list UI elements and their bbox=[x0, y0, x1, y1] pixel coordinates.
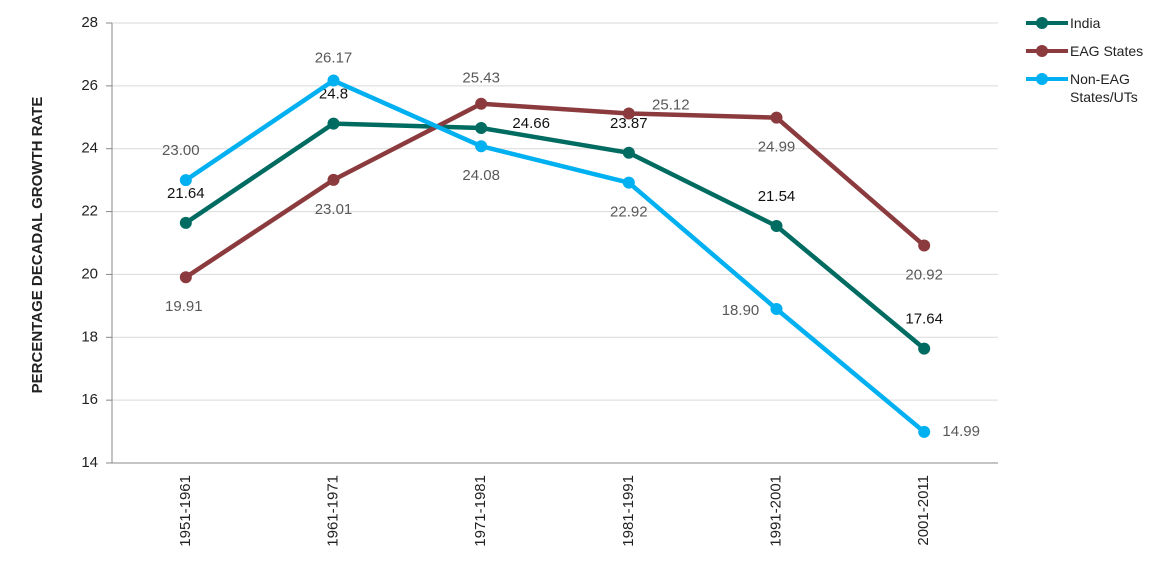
data-point bbox=[179, 216, 192, 229]
data-label: 24.08 bbox=[462, 167, 500, 184]
legend-item: EAG States bbox=[1018, 42, 1158, 60]
series-line bbox=[184, 101, 926, 280]
series-line bbox=[184, 121, 926, 351]
data-label: 19.91 bbox=[165, 298, 203, 315]
data-point bbox=[770, 303, 783, 315]
legend-label: EAG States bbox=[1070, 43, 1144, 59]
data-label: 22.92 bbox=[610, 204, 648, 221]
data-point bbox=[918, 425, 931, 438]
legend-key bbox=[1018, 42, 1070, 60]
x-tick-label: 2001-2011 bbox=[915, 475, 932, 546]
data-point bbox=[327, 173, 340, 186]
data-point bbox=[179, 174, 192, 187]
data-label: 17.64 bbox=[905, 311, 943, 328]
legend-key bbox=[1018, 14, 1070, 32]
y-tick-label: 26 bbox=[81, 77, 98, 94]
legend-label: Non-EAG States/UTs bbox=[1070, 71, 1138, 105]
data-label: 26.17 bbox=[315, 49, 353, 66]
data-point bbox=[770, 220, 783, 233]
data-label: 18.90 bbox=[722, 302, 760, 319]
x-tick-label: 1991-2001 bbox=[767, 475, 784, 547]
data-label: 25.12 bbox=[652, 96, 690, 113]
data-label: 25.43 bbox=[462, 70, 500, 87]
data-label: 24.8 bbox=[319, 86, 348, 103]
x-tick-label: 1961-1971 bbox=[324, 475, 341, 547]
y-tick-label: 24 bbox=[81, 140, 98, 157]
x-tick-label: 1981-1991 bbox=[620, 475, 637, 547]
data-point bbox=[918, 239, 931, 252]
legend-item: India bbox=[1018, 14, 1158, 32]
data-label: 23.87 bbox=[610, 115, 648, 132]
legend-key bbox=[1018, 70, 1070, 88]
data-point bbox=[475, 140, 488, 153]
legend-item: Non-EAG States/UTs bbox=[1018, 70, 1158, 106]
legend: India EAG States Non-EAG States/UTs bbox=[1018, 14, 1158, 116]
data-label: 23.01 bbox=[315, 201, 353, 218]
y-tick-label: 28 bbox=[81, 14, 98, 31]
y-tick-label: 20 bbox=[81, 265, 98, 282]
data-point bbox=[622, 176, 635, 189]
x-tick-label: 1971-1981 bbox=[472, 475, 489, 547]
data-label: 20.92 bbox=[905, 266, 943, 283]
data-point bbox=[918, 342, 931, 355]
data-point bbox=[327, 74, 340, 87]
data-label: 21.64 bbox=[167, 185, 205, 202]
data-point bbox=[622, 107, 635, 120]
series-line bbox=[184, 78, 926, 434]
data-point bbox=[770, 111, 783, 124]
x-tick-label: 1951-1961 bbox=[177, 475, 194, 547]
y-tick-label: 18 bbox=[81, 328, 98, 345]
data-label: 24.66 bbox=[512, 115, 550, 132]
data-point bbox=[622, 146, 635, 159]
data-label: 23.00 bbox=[162, 142, 200, 159]
legend-label: India bbox=[1070, 15, 1101, 31]
data-point bbox=[179, 271, 192, 284]
data-label: 21.54 bbox=[758, 188, 796, 205]
y-axis-label: PERCENTAGE DECADAL GROWTH RATE bbox=[29, 97, 46, 394]
data-label: 14.99 bbox=[942, 423, 980, 440]
y-tick-label: 22 bbox=[81, 203, 98, 220]
y-tick-label: 14 bbox=[81, 454, 98, 471]
data-label: 24.99 bbox=[758, 139, 796, 156]
data-point bbox=[475, 97, 488, 110]
data-point bbox=[475, 121, 488, 134]
data-point bbox=[327, 117, 340, 130]
y-tick-label: 16 bbox=[81, 391, 98, 408]
